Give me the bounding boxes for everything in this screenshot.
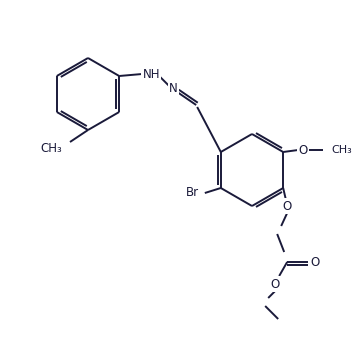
Text: O: O <box>310 256 320 269</box>
Text: NH: NH <box>142 68 160 81</box>
Text: CH₃: CH₃ <box>40 142 62 155</box>
Text: CH₃: CH₃ <box>331 145 352 155</box>
Text: O: O <box>298 144 308 157</box>
Text: Br: Br <box>186 187 199 200</box>
Text: O: O <box>282 200 292 213</box>
Text: O: O <box>270 277 280 290</box>
Text: N: N <box>169 82 178 95</box>
